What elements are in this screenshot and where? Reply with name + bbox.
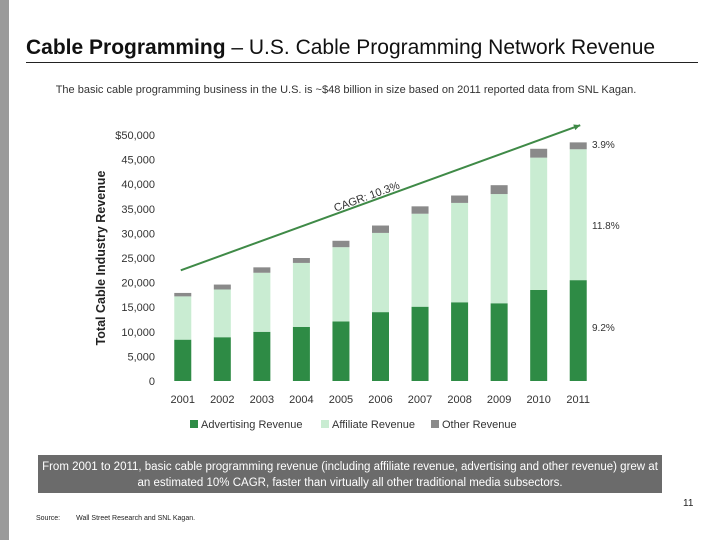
y-tick-label: 25,000 xyxy=(121,253,155,265)
bar-segment-other-revenue xyxy=(569,142,587,150)
source-note: Source: Wall Street Research and SNL Kaga… xyxy=(36,515,195,522)
bar-segment-advertising-revenue xyxy=(174,339,192,381)
y-tick-label: 20,000 xyxy=(121,278,155,290)
legend-swatch xyxy=(431,420,439,428)
title-bold: Cable Programming xyxy=(26,36,226,59)
bar-segment-advertising-revenue xyxy=(530,289,548,381)
title-divider xyxy=(26,62,698,63)
legend-swatch xyxy=(321,420,329,428)
bar-segment-advertising-revenue xyxy=(411,306,429,381)
title-rest: – U.S. Cable Programming Network Revenue xyxy=(225,36,656,59)
x-tick-label: 2011 xyxy=(566,394,590,406)
y-tick-label: 40,000 xyxy=(121,179,155,191)
bar-segment-affiliate-revenue xyxy=(490,194,508,304)
bar-segment-other-revenue xyxy=(451,195,469,203)
x-tick-label: 2001 xyxy=(171,394,195,406)
page-number: 11 xyxy=(683,498,694,509)
bar-segment-other-revenue xyxy=(490,185,508,195)
bar-segment-affiliate-revenue xyxy=(569,149,587,281)
bar-segment-other-revenue xyxy=(292,258,310,263)
y-tick-label: 10,000 xyxy=(121,327,155,339)
x-tick-label: 2008 xyxy=(447,394,471,406)
page-title: Cable Programming – U.S. Cable Programmi… xyxy=(26,36,655,60)
bar-segment-other-revenue xyxy=(253,267,271,273)
bar-segment-affiliate-revenue xyxy=(253,272,271,332)
bar-segment-advertising-revenue xyxy=(372,312,389,381)
x-tick-label: 2005 xyxy=(329,394,353,406)
bar-segment-affiliate-revenue xyxy=(372,232,389,313)
legend-label: Affiliate Revenue xyxy=(332,419,415,431)
bar-segment-other-revenue xyxy=(213,284,231,290)
bar-segment-advertising-revenue xyxy=(213,337,231,381)
summary-callout: From 2001 to 2011, basic cable programmi… xyxy=(38,455,662,493)
bar-segment-affiliate-revenue xyxy=(174,296,192,340)
bar-segment-affiliate-revenue xyxy=(332,247,350,322)
y-tick-label: $50,000 xyxy=(115,130,155,142)
x-tick-label: 2004 xyxy=(289,394,313,406)
bar-segment-affiliate-revenue xyxy=(451,202,469,303)
cagr-trend-arrowhead xyxy=(573,124,581,131)
x-tick-label: 2009 xyxy=(487,394,511,406)
y-tick-label: 30,000 xyxy=(121,228,155,240)
left-accent-bar xyxy=(0,0,9,540)
bar-segment-advertising-revenue xyxy=(253,331,271,381)
x-tick-label: 2007 xyxy=(408,394,432,406)
y-tick-label: 5,000 xyxy=(127,351,155,363)
y-tick-label: 45,000 xyxy=(121,155,155,167)
cagr-label: CAGR: 10.3% xyxy=(332,180,401,215)
bar-segment-advertising-revenue xyxy=(569,280,587,381)
bar-segment-other-revenue xyxy=(372,225,389,233)
bar-segment-affiliate-revenue xyxy=(292,262,310,327)
bar-segment-affiliate-revenue xyxy=(411,213,429,307)
bar-segment-other-revenue xyxy=(332,240,350,248)
bar-segment-advertising-revenue xyxy=(292,326,310,381)
x-tick-label: 2003 xyxy=(250,394,274,406)
y-tick-label: 15,000 xyxy=(121,302,155,314)
bar-segment-affiliate-revenue xyxy=(213,289,231,338)
x-tick-label: 2006 xyxy=(368,394,392,406)
bar-segment-advertising-revenue xyxy=(332,321,350,381)
y-axis-label: Total Cable Industry Revenue xyxy=(94,171,108,346)
series-cagr-annotation: 11.8% xyxy=(592,221,620,232)
legend-label: Advertising Revenue xyxy=(201,419,303,431)
bar-segment-other-revenue xyxy=(174,292,192,297)
bar-segment-other-revenue xyxy=(530,148,548,158)
series-cagr-annotation: 9.2% xyxy=(592,323,615,334)
y-tick-label: 0 xyxy=(149,376,155,388)
legend-swatch xyxy=(190,420,198,428)
source-text: Wall Street Research and SNL Kagan. xyxy=(76,515,196,522)
page-subtitle: The basic cable programming business in … xyxy=(55,84,637,96)
x-tick-label: 2002 xyxy=(210,394,234,406)
series-cagr-annotation: 3.9% xyxy=(592,140,615,151)
cagr-trend-line xyxy=(180,124,581,272)
bar-segment-affiliate-revenue xyxy=(530,157,548,290)
source-label: Source: xyxy=(36,515,61,522)
bar-segment-advertising-revenue xyxy=(490,303,508,381)
x-tick-label: 2010 xyxy=(526,394,550,406)
bar-segment-other-revenue xyxy=(411,206,429,214)
legend-label: Other Revenue xyxy=(442,419,517,431)
bar-segment-advertising-revenue xyxy=(451,302,469,381)
y-tick-label: 35,000 xyxy=(121,204,155,216)
